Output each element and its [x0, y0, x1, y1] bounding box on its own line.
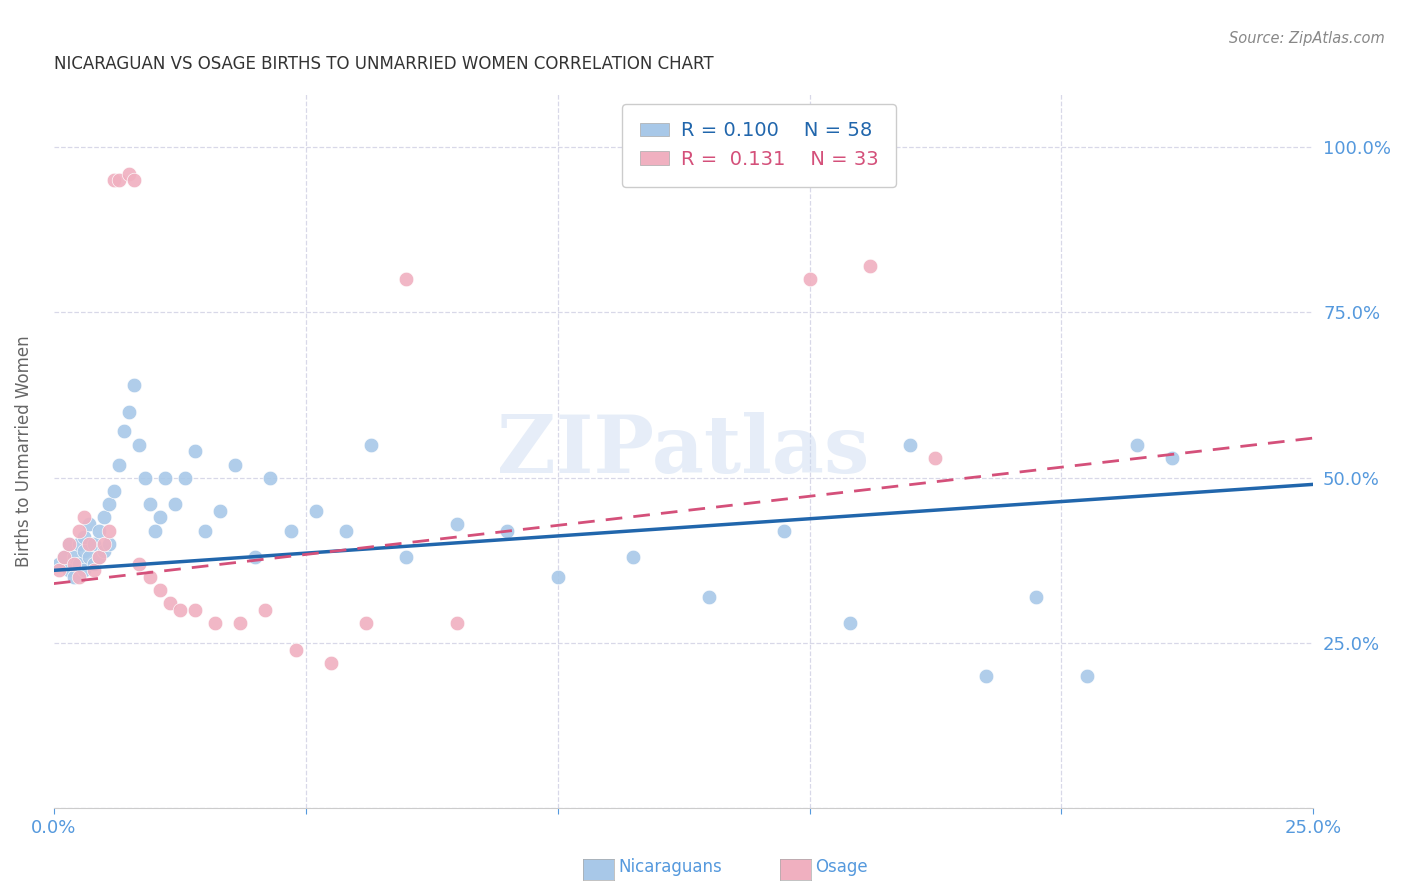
Point: [77, 550, 100, 565]
Point: [799, 272, 821, 286]
Point: [204, 616, 226, 631]
Point: [898, 438, 921, 452]
Point: [124, 173, 146, 187]
Point: [319, 656, 342, 670]
Point: [209, 504, 232, 518]
Point: [58, 537, 80, 551]
Point: [1025, 590, 1047, 604]
Point: [118, 167, 141, 181]
Point: [163, 497, 186, 511]
Point: [149, 510, 172, 524]
Point: [138, 570, 160, 584]
Point: [52, 550, 75, 565]
Point: [93, 543, 115, 558]
Point: [224, 458, 246, 472]
Point: [360, 438, 382, 452]
Point: [128, 557, 150, 571]
Point: [284, 642, 307, 657]
Point: [67, 557, 90, 571]
Point: [118, 404, 141, 418]
Point: [184, 444, 207, 458]
Point: [73, 530, 96, 544]
Point: [58, 563, 80, 577]
Point: [395, 272, 418, 286]
Point: [63, 550, 86, 565]
Point: [89, 550, 111, 565]
Point: [93, 537, 115, 551]
Point: [93, 510, 115, 524]
Point: [48, 557, 70, 571]
Point: [98, 497, 121, 511]
Point: [621, 550, 644, 565]
Point: [496, 524, 519, 538]
Point: [112, 425, 135, 439]
Point: [73, 563, 96, 577]
Point: [974, 669, 997, 683]
Point: [103, 483, 125, 498]
Point: [98, 524, 121, 538]
Point: [169, 603, 191, 617]
Point: [335, 524, 357, 538]
Point: [108, 458, 131, 472]
Point: [98, 537, 121, 551]
Point: [245, 550, 267, 565]
Point: [446, 616, 468, 631]
Point: [128, 438, 150, 452]
Point: [73, 510, 96, 524]
Text: ZIPatlas: ZIPatlas: [498, 412, 870, 491]
Y-axis label: Births to Unmarried Women: Births to Unmarried Women: [15, 335, 32, 567]
Point: [173, 471, 195, 485]
Point: [124, 378, 146, 392]
Point: [108, 173, 131, 187]
Point: [395, 550, 418, 565]
Point: [149, 583, 172, 598]
Point: [67, 537, 90, 551]
Point: [280, 524, 302, 538]
Point: [1126, 438, 1149, 452]
Point: [83, 563, 105, 577]
Point: [305, 504, 328, 518]
Point: [77, 516, 100, 531]
Point: [134, 471, 156, 485]
Legend: R = 0.100    N = 58, R =  0.131    N = 33: R = 0.100 N = 58, R = 0.131 N = 33: [623, 103, 896, 186]
Text: Source: ZipAtlas.com: Source: ZipAtlas.com: [1229, 31, 1385, 46]
Point: [52, 550, 75, 565]
Point: [159, 596, 181, 610]
Point: [89, 524, 111, 538]
Point: [354, 616, 377, 631]
Text: Osage: Osage: [815, 858, 868, 876]
Point: [89, 550, 111, 565]
Point: [48, 563, 70, 577]
Point: [83, 557, 105, 571]
Point: [1076, 669, 1098, 683]
Point: [229, 616, 252, 631]
Point: [259, 471, 281, 485]
Point: [67, 524, 90, 538]
Point: [77, 537, 100, 551]
Point: [773, 524, 796, 538]
Point: [194, 524, 217, 538]
Point: [83, 537, 105, 551]
Text: Nicaraguans: Nicaraguans: [619, 858, 723, 876]
Point: [143, 524, 166, 538]
Point: [1161, 450, 1184, 465]
Point: [697, 590, 720, 604]
Point: [924, 450, 946, 465]
Point: [184, 603, 207, 617]
Point: [859, 259, 882, 273]
Text: NICARAGUAN VS OSAGE BIRTHS TO UNMARRIED WOMEN CORRELATION CHART: NICARAGUAN VS OSAGE BIRTHS TO UNMARRIED …: [53, 55, 713, 73]
Point: [63, 557, 86, 571]
Point: [73, 543, 96, 558]
Point: [153, 471, 176, 485]
Point: [838, 616, 860, 631]
Point: [446, 516, 468, 531]
Point: [63, 570, 86, 584]
Point: [67, 570, 90, 584]
Point: [58, 537, 80, 551]
Point: [138, 497, 160, 511]
Point: [547, 570, 569, 584]
Point: [254, 603, 277, 617]
Point: [103, 173, 125, 187]
